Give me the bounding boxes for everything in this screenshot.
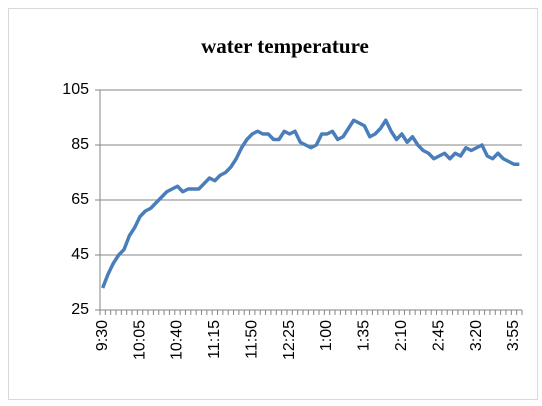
x-tick-label: 2:45: [430, 320, 447, 351]
x-tick-label: 2:10: [393, 320, 410, 351]
x-tick-label: 12:25: [281, 320, 298, 360]
chart-frame: [8, 8, 538, 400]
x-tick-label: 1:00: [318, 320, 335, 351]
x-tick-label: 10:05: [131, 320, 148, 360]
y-tick-label: 105: [62, 81, 89, 98]
y-tick-label: 65: [71, 191, 89, 208]
x-tick-label: 3:20: [468, 320, 485, 351]
chart-title: water temperature: [201, 34, 369, 58]
y-tick-label: 25: [71, 301, 89, 318]
y-tick-label: 85: [71, 136, 89, 153]
x-tick-label: 1:35: [356, 320, 373, 351]
x-tick-label: 11:50: [243, 320, 260, 359]
y-tick-label: 45: [71, 246, 89, 263]
x-tick-label: 10:40: [169, 320, 186, 360]
data-line: [101, 118, 520, 289]
x-tick-label: 9:30: [94, 320, 111, 351]
x-tick-label: 3:55: [505, 320, 522, 351]
x-tick-label: 11:15: [206, 320, 223, 359]
